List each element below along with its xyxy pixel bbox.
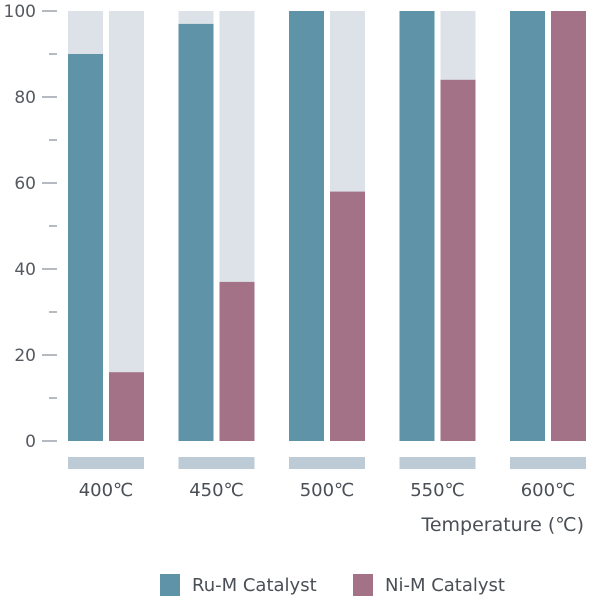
chart: 0 20 40 60 80 100 400℃ 450℃ 500℃ 550℃ 600℃ Temperat… bbox=[4, 2, 586, 536]
legend-item-ni: Ni-M Catalyst bbox=[353, 574, 505, 596]
y-tick-label: 20 bbox=[14, 346, 36, 366]
x-tick-label: 500℃ bbox=[300, 480, 355, 501]
y-tick-label: 80 bbox=[14, 88, 36, 108]
x-tick-label: 600℃ bbox=[521, 480, 576, 501]
bar-ru-m bbox=[178, 23, 214, 442]
x-tick-label: 550℃ bbox=[410, 480, 465, 501]
category-band bbox=[399, 457, 476, 469]
legend-swatch-ru bbox=[160, 574, 180, 596]
bar-ni-m bbox=[330, 191, 365, 441]
x-tick-label: 450℃ bbox=[189, 480, 244, 501]
x-tick-label: 400℃ bbox=[79, 480, 134, 501]
y-tick-label: 40 bbox=[14, 260, 36, 280]
category-band bbox=[510, 457, 586, 469]
category-band bbox=[178, 457, 255, 469]
legend: Ru-M Catalyst Ni-M Catalyst bbox=[0, 570, 600, 604]
legend-swatch-ni bbox=[353, 574, 373, 596]
bar-ni-m bbox=[219, 281, 255, 441]
legend-label-ru: Ru-M Catalyst bbox=[192, 574, 317, 596]
legend-item-ru: Ru-M Catalyst bbox=[160, 574, 317, 596]
legend-label-ni: Ni-M Catalyst bbox=[385, 574, 505, 596]
bar-ru-m bbox=[399, 11, 435, 441]
bar-ni-m bbox=[440, 79, 476, 442]
y-tick-label: 100 bbox=[4, 2, 36, 22]
bar-ru-m bbox=[68, 54, 103, 441]
bar-ru-m bbox=[510, 11, 545, 441]
category-band bbox=[68, 457, 144, 469]
bar-ru-m bbox=[289, 11, 324, 441]
y-tick-label: 60 bbox=[14, 174, 36, 194]
bar-background bbox=[109, 11, 144, 441]
x-axis-title: Temperature (℃) bbox=[420, 514, 584, 536]
category-band bbox=[289, 457, 365, 469]
bar-ni-m bbox=[109, 372, 144, 441]
y-tick-label: 0 bbox=[25, 432, 36, 452]
bar-ni-m bbox=[551, 11, 586, 441]
